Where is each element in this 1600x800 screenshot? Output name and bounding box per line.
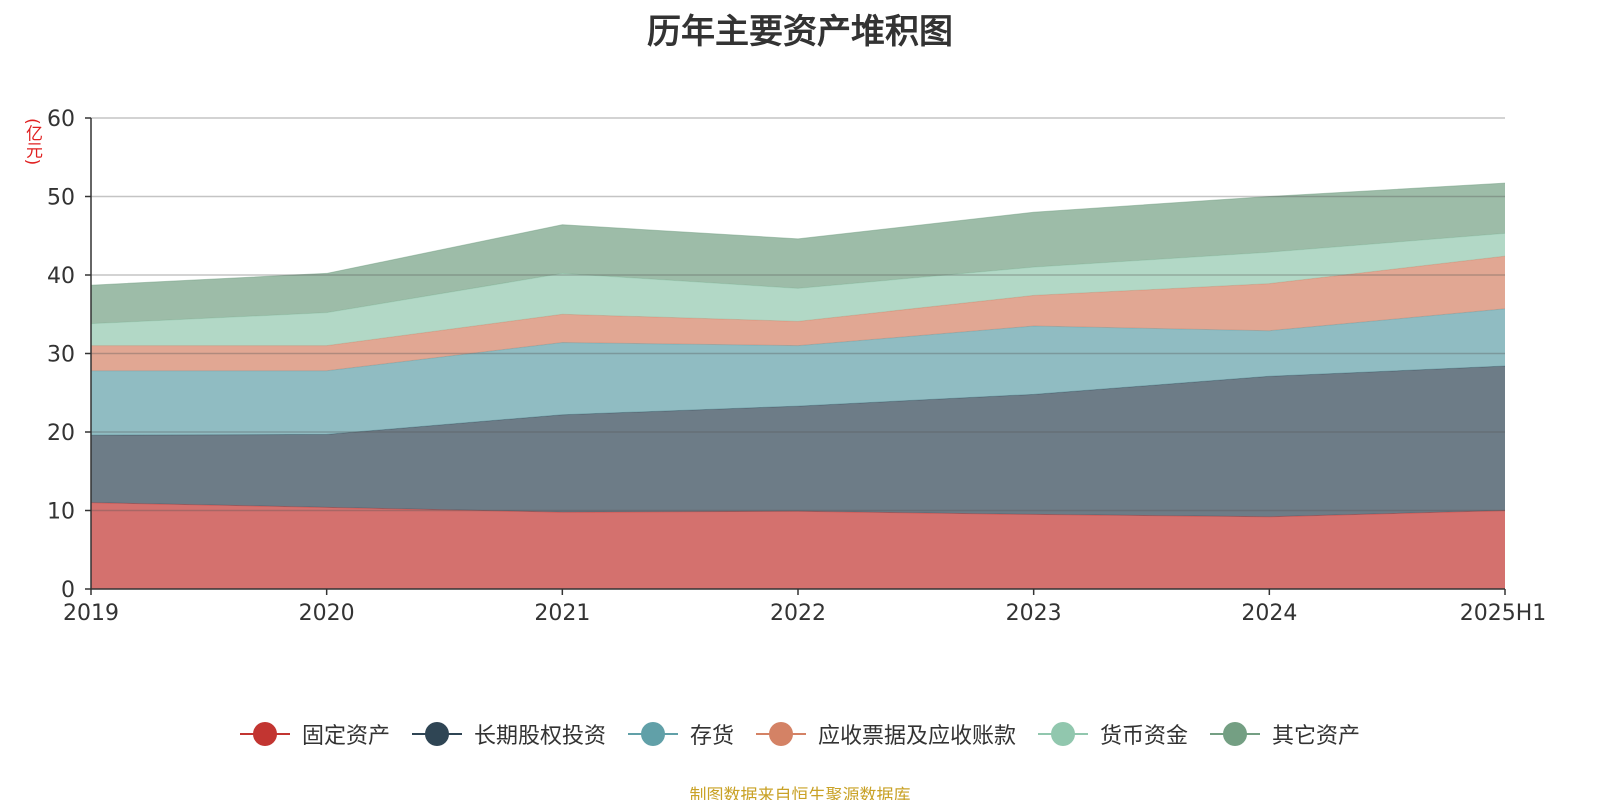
legend-label: 货币资金 (1100, 724, 1189, 749)
legend-marker-icon (1038, 722, 1089, 746)
legend-marker-icon (239, 722, 290, 746)
area-series-5 (91, 183, 1505, 324)
legend-label: 固定资产 (301, 724, 390, 749)
x-tick-label-5: 2024 (1241, 601, 1297, 626)
area-series-1 (91, 366, 1505, 517)
y-tick-label-5: 50 (47, 186, 75, 211)
x-tick-label-0: 2019 (63, 601, 119, 626)
legend-item-1[interactable]: 长期股权投资 (411, 718, 606, 750)
legend-marker-icon (411, 722, 462, 746)
x-tick-label-6: 2025H1 (1460, 601, 1547, 626)
chart-title: 历年主要资产堆积图 (647, 12, 953, 52)
legend-item-3[interactable]: 应收票据及应收账款 (756, 718, 1016, 750)
y-tick-label-6: 60 (47, 107, 75, 132)
legend: 固定资产 长期股权投资 存货 应收票据及应收账款 货币资金 其它资产 (0, 718, 1600, 750)
legend-item-2[interactable]: 存货 (627, 718, 734, 750)
y-tick-label-3: 30 (47, 343, 75, 368)
y-tick-label-2: 20 (47, 421, 75, 446)
legend-item-5[interactable]: 其它资产 (1210, 718, 1360, 750)
x-tick-label-1: 2020 (299, 601, 355, 626)
y-tick-label-0: 0 (61, 578, 75, 603)
legend-marker-icon (756, 722, 806, 746)
legend-label: 存货 (689, 724, 734, 749)
area-series-group (90, 182, 1506, 589)
legend-marker-icon (1210, 722, 1261, 746)
data-source-note: 制图数据来自恒生聚源数据库 (689, 786, 911, 800)
legend-item-0[interactable]: 固定资产 (239, 718, 390, 750)
legend-label: 其它资产 (1272, 724, 1361, 749)
area-series-0 (91, 502, 1505, 589)
area-series-2 (91, 308, 1505, 436)
y-tick-label-4: 40 (47, 264, 75, 289)
legend-item-4[interactable]: 货币资金 (1038, 718, 1188, 750)
area-series-4 (91, 233, 1505, 346)
x-tick-label-2: 2021 (534, 601, 590, 626)
legend-label: 长期股权投资 (473, 724, 606, 749)
x-tick-label-4: 2023 (1006, 601, 1062, 626)
x-tick-label-3: 2022 (770, 601, 826, 626)
y-axis-unit-label: (亿元) (22, 118, 42, 166)
area-series-3 (91, 256, 1505, 371)
area-series-edge-5 (90, 182, 1506, 286)
y-tick-label-1: 10 (47, 500, 75, 525)
legend-marker-icon (627, 722, 678, 746)
legend-label: 应收票据及应收账款 (818, 724, 1017, 749)
